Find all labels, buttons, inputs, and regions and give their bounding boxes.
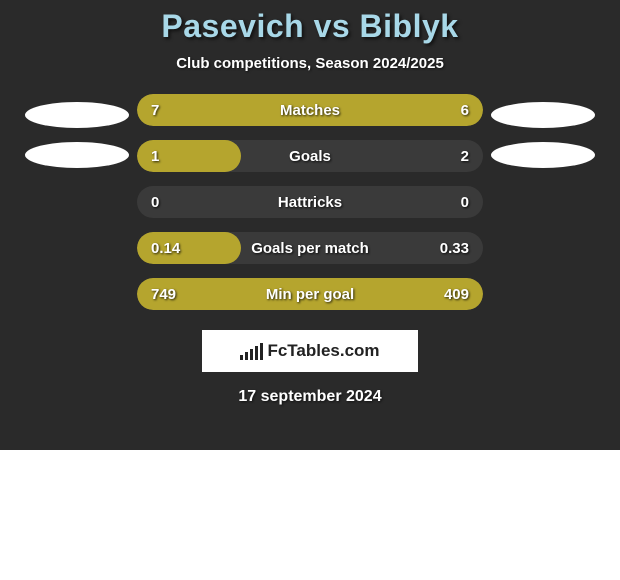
bar-value-left: 749	[151, 286, 176, 303]
bar-row-goals-per-match: 0.14 Goals per match 0.33	[137, 232, 483, 264]
bar-value-right: 6	[461, 102, 469, 119]
comparison-bars: 7 Matches 6 1 Goals 2 0 Hattricks 0	[137, 94, 483, 310]
bar-row-matches: 7 Matches 6	[137, 94, 483, 126]
bar-value-right: 0	[461, 194, 469, 211]
bar-row-min-per-goal: 749 Min per goal 409	[137, 278, 483, 310]
club-logo-placeholder	[25, 102, 129, 128]
club-logo-placeholder	[491, 142, 595, 168]
brand-box[interactable]: FcTables.com	[202, 330, 418, 372]
bar-row-goals: 1 Goals 2	[137, 140, 483, 172]
bar-chart-icon	[240, 342, 263, 360]
content-row: 7 Matches 6 1 Goals 2 0 Hattricks 0	[0, 94, 620, 310]
bar-value-right: 409	[444, 286, 469, 303]
bar-label: Matches	[280, 102, 340, 119]
club-logo-placeholder	[25, 142, 129, 168]
club-logo-placeholder	[491, 102, 595, 128]
left-club-column	[17, 94, 137, 168]
bar-label: Min per goal	[266, 286, 354, 303]
bar-value-right: 2	[461, 148, 469, 165]
date-line: 17 september 2024	[0, 388, 620, 406]
brand-text: FcTables.com	[267, 341, 379, 361]
bar-row-hattricks: 0 Hattricks 0	[137, 186, 483, 218]
bar-label: Hattricks	[278, 194, 342, 211]
bar-value-left: 0.14	[151, 240, 180, 257]
page-subtitle: Club competitions, Season 2024/2025	[0, 55, 620, 72]
bar-value-right: 0.33	[440, 240, 469, 257]
stats-panel: Pasevich vs Biblyk Club competitions, Se…	[0, 0, 620, 450]
bar-value-left: 1	[151, 148, 159, 165]
bar-value-left: 0	[151, 194, 159, 211]
page-title: Pasevich vs Biblyk	[0, 8, 620, 45]
right-club-column	[483, 94, 603, 168]
bar-label: Goals per match	[251, 240, 369, 257]
bar-label: Goals	[289, 148, 331, 165]
bar-value-left: 7	[151, 102, 159, 119]
